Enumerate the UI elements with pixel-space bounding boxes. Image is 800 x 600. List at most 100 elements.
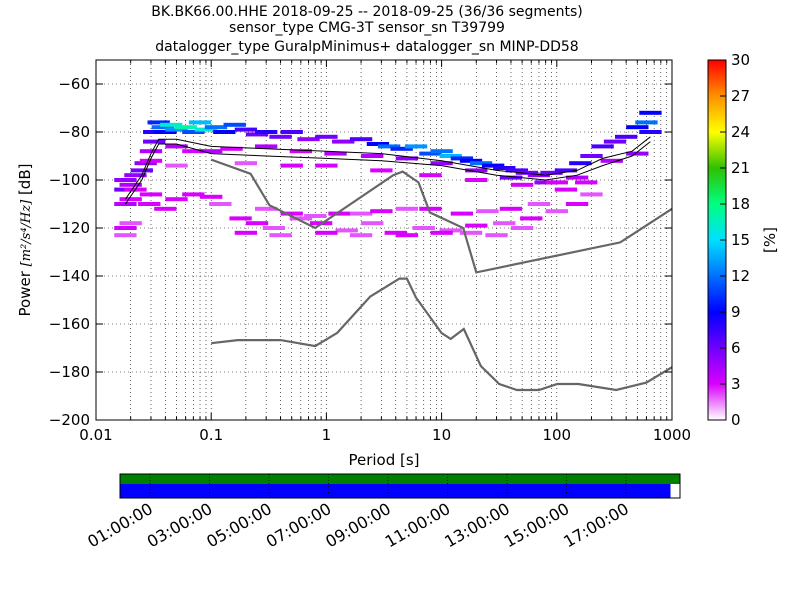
colorbar-tick-label: 24 bbox=[731, 123, 750, 141]
psd-cell bbox=[124, 173, 147, 178]
psd-cell bbox=[430, 230, 453, 235]
x-tick-label: 100 bbox=[542, 426, 571, 444]
psd-cell bbox=[234, 161, 258, 166]
psd-cell bbox=[603, 139, 627, 144]
line-mode bbox=[124, 141, 651, 205]
psd-cell bbox=[174, 125, 197, 130]
psd-cell bbox=[165, 144, 188, 149]
psd-cell bbox=[114, 233, 137, 238]
x-axis-ticks: 0.01 0.1 1 10 100 1000 bbox=[79, 60, 691, 444]
psd-cell bbox=[194, 127, 218, 132]
psd-cell bbox=[165, 197, 188, 202]
x-tick-label: 0.1 bbox=[199, 426, 223, 444]
psd-cell bbox=[626, 151, 649, 156]
psd-cell bbox=[554, 187, 578, 192]
colorbar-tick-label: 3 bbox=[731, 375, 741, 393]
psd-cell bbox=[527, 202, 551, 206]
colorbar-ticks: 0 3 6 9 12 15 18 21 24 27 30 bbox=[720, 51, 750, 429]
psd-cell bbox=[459, 230, 483, 235]
psd-cell bbox=[269, 233, 292, 238]
psd-cell bbox=[200, 194, 223, 199]
psd-cell bbox=[204, 125, 228, 130]
psd-cell bbox=[229, 216, 252, 221]
psd-cell bbox=[499, 206, 523, 211]
psd-cell bbox=[493, 221, 516, 226]
colorbar-tick-label: 30 bbox=[731, 51, 750, 69]
psd-cell bbox=[565, 202, 589, 206]
psd-cell bbox=[510, 226, 534, 230]
psd-cell bbox=[361, 221, 384, 226]
psd-cell bbox=[476, 209, 499, 214]
psd-cell bbox=[459, 158, 483, 163]
psd-cell bbox=[182, 149, 205, 154]
psd-cell bbox=[269, 134, 292, 139]
psd-cell bbox=[280, 130, 303, 134]
psd-cell bbox=[349, 211, 373, 216]
timeline-tick-label: 11:00:00 bbox=[382, 499, 454, 551]
psd-cell bbox=[349, 137, 373, 142]
colorbar-tick-label: 15 bbox=[731, 231, 750, 249]
y-tick-label: −140 bbox=[49, 267, 90, 285]
psd-cell bbox=[370, 168, 393, 173]
psd-cell bbox=[469, 161, 493, 166]
psd-cell bbox=[280, 211, 303, 216]
colorbar-tick-label: 21 bbox=[731, 159, 750, 177]
x-axis-label: Period [s] bbox=[348, 451, 419, 469]
psd-cell bbox=[465, 223, 488, 228]
psd-cell bbox=[520, 216, 543, 221]
psd-cell bbox=[554, 168, 578, 173]
y-tick-label: −60 bbox=[58, 75, 90, 93]
psd-cell bbox=[600, 158, 623, 163]
psd-cell bbox=[213, 130, 236, 134]
timeline-tick-label: 01:00:00 bbox=[84, 499, 156, 551]
psd-cell bbox=[515, 170, 539, 175]
psd-cell bbox=[138, 202, 161, 206]
psd-cell bbox=[139, 192, 163, 197]
grid-lines bbox=[96, 60, 672, 420]
psd-cell bbox=[493, 166, 516, 170]
psd-cell bbox=[154, 206, 177, 211]
psd-cell bbox=[419, 151, 442, 156]
psd-cell bbox=[395, 233, 419, 238]
psd-cell bbox=[262, 226, 286, 230]
y-axis-ticks: −60 −80 −100 −120 −140 −160 −180 −200 bbox=[49, 75, 672, 429]
y-axis-label: Power [m²/s⁴/Hz] [dB] bbox=[16, 164, 34, 317]
y-axis-label-suffix: [dB] bbox=[16, 164, 34, 200]
y-tick-label: −80 bbox=[58, 123, 90, 141]
psd-cell bbox=[349, 233, 373, 238]
title-line-2: sensor_type CMG-3T sensor_sn T39799 bbox=[229, 20, 505, 36]
psd-cell bbox=[465, 168, 488, 173]
colorbar-tick-label: 6 bbox=[731, 339, 741, 357]
psd-cell bbox=[465, 178, 488, 182]
psd-cell bbox=[304, 214, 327, 218]
y-axis-label-prefix: Power bbox=[16, 266, 34, 316]
psd-cell bbox=[439, 154, 462, 158]
timeline-tick-label: 17:00:00 bbox=[560, 499, 632, 551]
psd-cell bbox=[139, 149, 163, 154]
psd-cell bbox=[430, 161, 453, 166]
psd-cell bbox=[639, 110, 662, 115]
psd-cell bbox=[220, 146, 243, 151]
plot-frame bbox=[95, 59, 673, 421]
psd-cell bbox=[404, 144, 428, 149]
psd-cell bbox=[119, 182, 142, 187]
timeline-tick-label: 03:00:00 bbox=[144, 499, 216, 551]
psd-cell bbox=[209, 202, 232, 206]
percentile-lines bbox=[124, 136, 651, 205]
psd-cell bbox=[188, 120, 212, 125]
timeline-coverage-bar bbox=[120, 484, 671, 498]
psd-cell bbox=[505, 168, 529, 173]
psd-cell bbox=[315, 134, 338, 139]
y-tick-label: −180 bbox=[49, 363, 90, 381]
psd-cell bbox=[540, 170, 563, 175]
psd-cell bbox=[510, 182, 534, 187]
psd-cell bbox=[160, 122, 183, 127]
psd-cell bbox=[130, 168, 154, 173]
psd-cell bbox=[151, 125, 174, 130]
psd-cell bbox=[575, 180, 598, 185]
psd-cell bbox=[419, 206, 442, 211]
psd-cell bbox=[139, 158, 163, 163]
y-axis-label-unit: [m²/s⁴/Hz] bbox=[19, 199, 34, 266]
colorbar-tick-label: 9 bbox=[731, 303, 741, 321]
psd-cell bbox=[280, 163, 303, 168]
